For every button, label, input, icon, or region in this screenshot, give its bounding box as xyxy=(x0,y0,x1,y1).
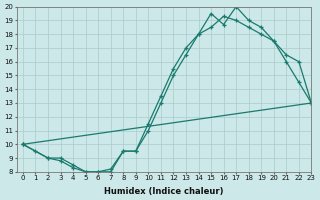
X-axis label: Humidex (Indice chaleur): Humidex (Indice chaleur) xyxy=(104,187,224,196)
